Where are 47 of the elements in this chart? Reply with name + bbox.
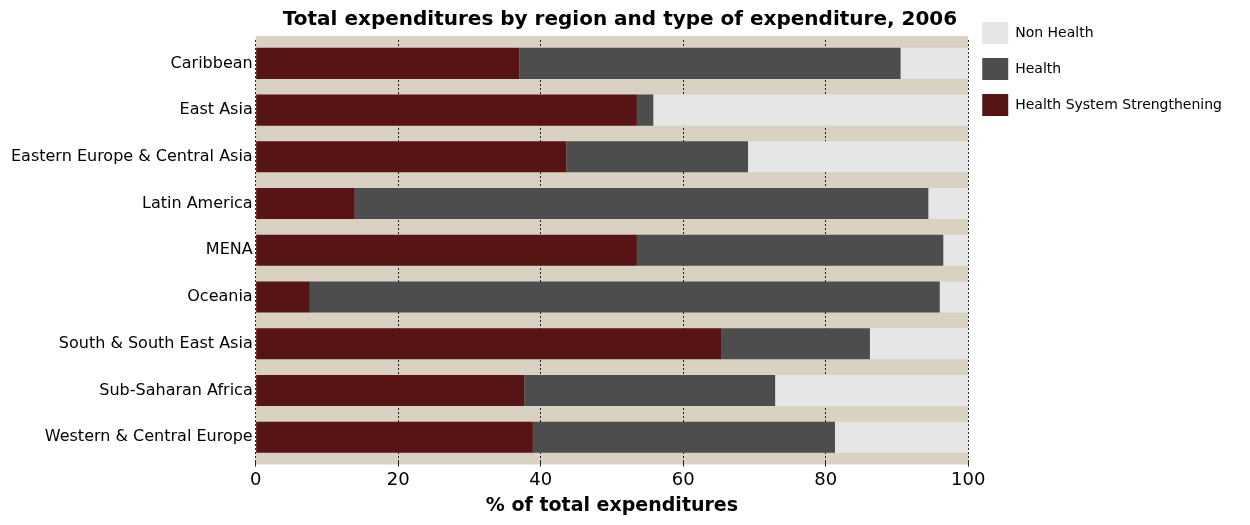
bar <box>256 234 637 266</box>
chart-title: Total expenditures by region and type of expenditure, 2006 <box>282 6 958 31</box>
x-tick-label: 60 <box>671 468 695 490</box>
y-tick-label: South & South East Asia <box>58 332 253 352</box>
y-tick-label: MENA <box>205 239 253 259</box>
bar <box>256 47 520 79</box>
bar <box>834 421 969 453</box>
bar <box>256 281 310 313</box>
y-tick-label: Caribbean <box>170 52 253 72</box>
bar <box>900 47 969 79</box>
x-tick-label: 80 <box>814 468 838 490</box>
y-tick-label: East Asia <box>179 99 253 119</box>
x-tick-label: 100 <box>951 468 986 490</box>
y-tick-label: Sub-Saharan Africa <box>99 379 253 399</box>
bar <box>354 188 929 220</box>
bar <box>256 328 722 360</box>
bar <box>653 94 969 126</box>
bar <box>519 47 901 79</box>
bar <box>524 374 776 407</box>
bar <box>721 328 870 360</box>
y-tick-label: Latin America <box>142 192 253 212</box>
x-tick-label: 0 <box>249 468 262 490</box>
x-axis-title: % of total expenditures <box>485 492 739 515</box>
legend-label: Health <box>1015 59 1062 76</box>
bar <box>775 374 969 407</box>
bar <box>256 141 567 173</box>
x-tick-label: 20 <box>386 468 410 490</box>
bar <box>256 421 533 453</box>
bar <box>939 281 969 313</box>
y-tick-label: Western & Central Europe <box>44 426 253 446</box>
y-tick-label: Eastern Europe & Central Asia <box>10 145 253 165</box>
bar <box>943 234 969 266</box>
y-tick-label: Oceania <box>187 286 253 306</box>
bar <box>636 234 944 266</box>
legend-label: Health System Strengthening <box>1015 95 1223 112</box>
bar <box>532 421 835 453</box>
bar <box>256 374 525 407</box>
bar <box>566 141 749 173</box>
bar <box>928 188 969 220</box>
legend-label: Non Health <box>1015 23 1094 40</box>
x-tick-label: 40 <box>529 468 553 490</box>
bar <box>636 94 654 126</box>
bar <box>748 141 969 173</box>
bar <box>869 328 969 360</box>
bar <box>309 281 940 313</box>
bar <box>256 188 355 220</box>
bar <box>256 94 637 126</box>
